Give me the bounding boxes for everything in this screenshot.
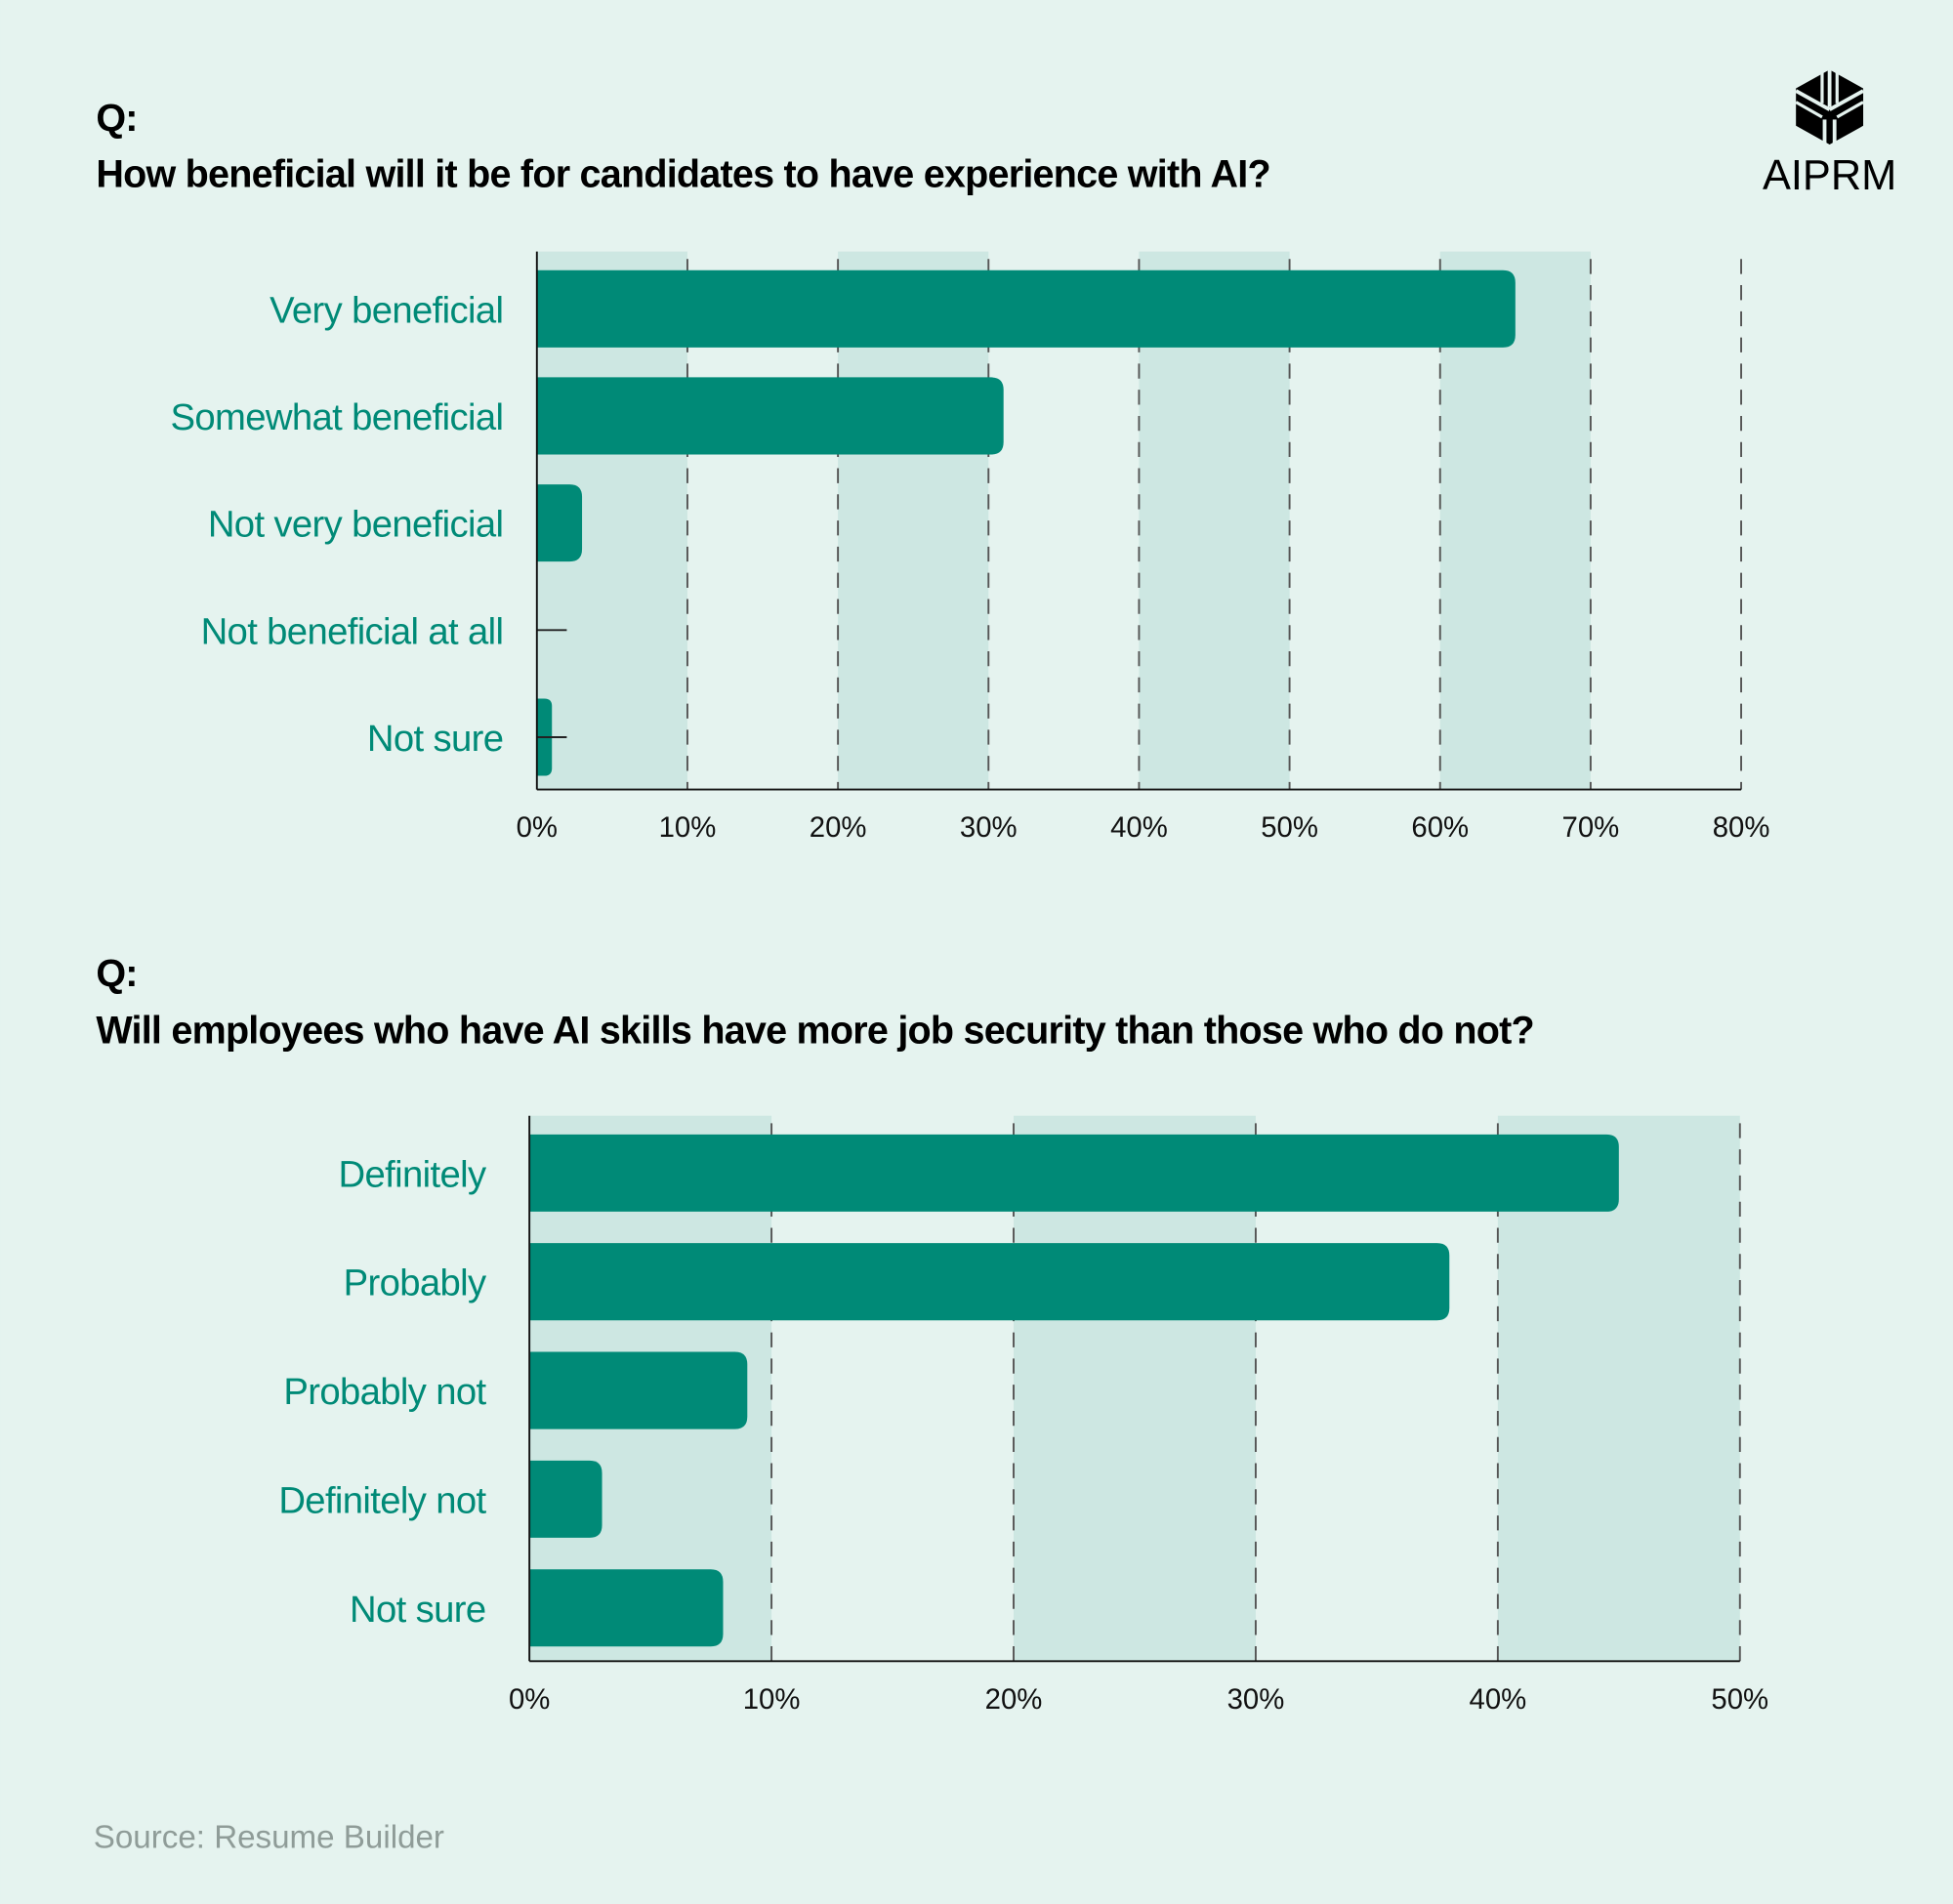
tick-label: 30% — [960, 811, 1018, 844]
tick-label: 50% — [1261, 811, 1318, 844]
category-label: Definitely — [339, 1153, 487, 1195]
tick-label: 20% — [810, 811, 867, 844]
tick-label: 50% — [1711, 1683, 1768, 1716]
tick-label: 0% — [517, 811, 558, 844]
bar — [536, 269, 1516, 348]
bar — [529, 1351, 748, 1429]
category-label: Probably — [344, 1262, 487, 1304]
bar — [529, 1134, 1619, 1212]
tick-label: 80% — [1713, 811, 1770, 844]
category-label: Not sure — [367, 718, 503, 760]
logo-text: AIPRM — [1763, 152, 1896, 199]
tick-label: 30% — [1227, 1683, 1285, 1716]
chart2-prefix: Q: — [96, 952, 137, 995]
tick-label: 60% — [1411, 811, 1469, 844]
tick-label: 10% — [659, 811, 717, 844]
category-label: Not sure — [350, 1589, 485, 1631]
logo-mark-icon — [1795, 69, 1864, 145]
chart2-title: Will employees who have AI skills have m… — [96, 1010, 1534, 1053]
category-label: Probably not — [283, 1371, 486, 1413]
chart1-prefix: Q: — [96, 97, 137, 140]
category-label: Very beneficial — [270, 289, 503, 331]
tick-label: 10% — [743, 1683, 801, 1716]
chart-ai-skills-job-security: Definitely Probably Probably not Definitely… — [278, 1115, 1768, 1716]
category-label: Definitely not — [278, 1479, 486, 1521]
chart1-title: How beneficial will it be for candidates… — [96, 152, 1270, 195]
tick-label: 70% — [1562, 811, 1620, 844]
category-label: Somewhat beneficial — [171, 396, 504, 438]
category-label: Not beneficial at all — [201, 610, 504, 652]
aiprm-logo: AIPRM — [1763, 69, 1896, 199]
chart-ai-experience-benefit: Very beneficial Somewhat beneficial Not ve… — [171, 251, 1770, 844]
tick-label: 0% — [509, 1683, 550, 1716]
bar — [529, 1460, 603, 1538]
tick-label: 40% — [1110, 811, 1168, 844]
bar — [536, 377, 1004, 455]
bar — [536, 484, 583, 562]
source-note: Source: Resume Builder — [94, 1820, 444, 1856]
tick-label: 40% — [1470, 1683, 1527, 1716]
category-label: Not very beneficial — [208, 504, 504, 546]
tick-label: 20% — [985, 1683, 1043, 1716]
bar — [529, 1569, 724, 1647]
bar — [529, 1243, 1450, 1321]
